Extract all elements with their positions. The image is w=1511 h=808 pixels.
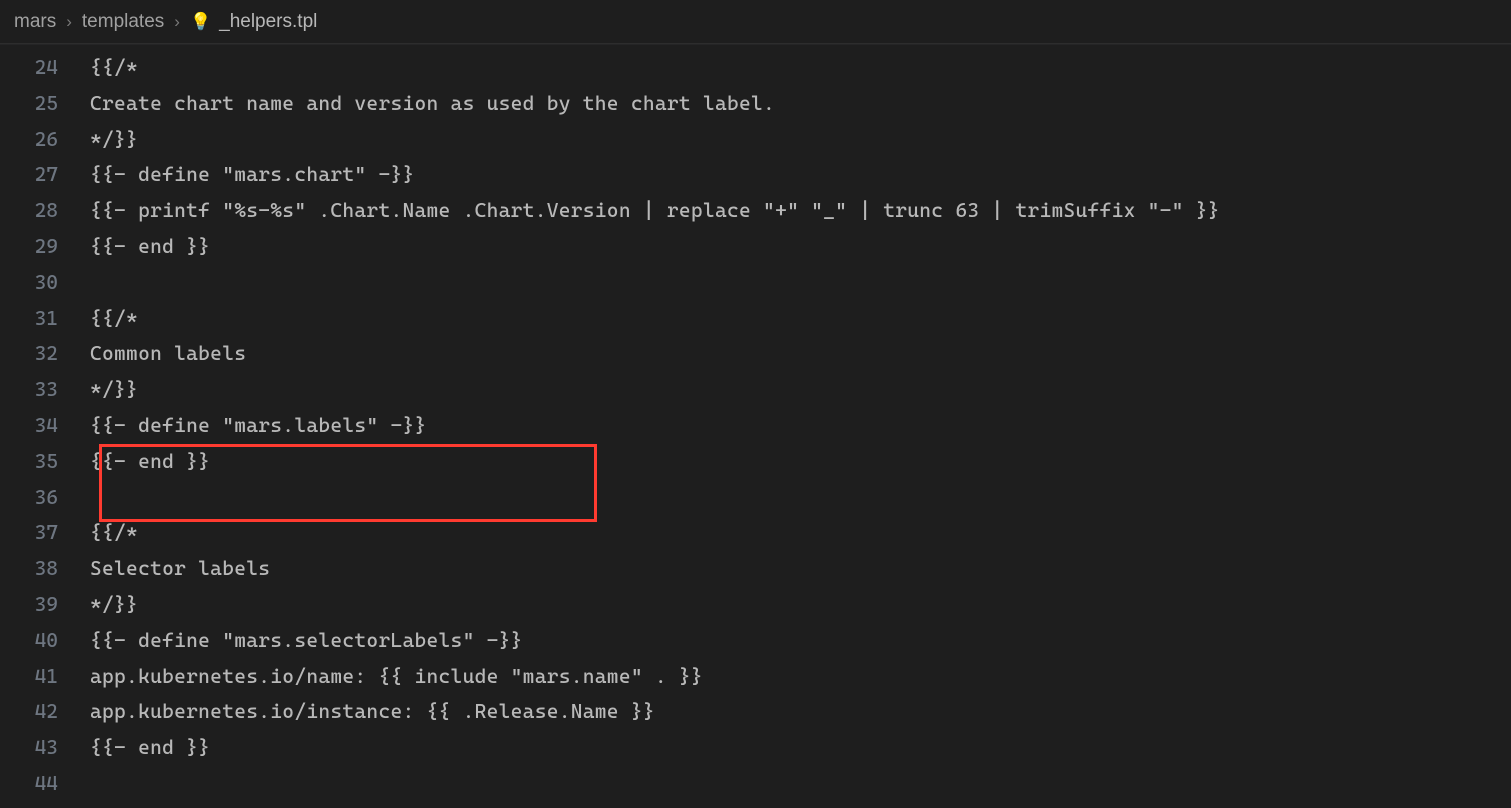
code-line[interactable]: 36: [0, 480, 1511, 516]
code-text[interactable]: {{- printf "%s-%s" .Chart.Name .Chart.Ve…: [90, 193, 1220, 229]
code-line[interactable]: 33*/}}: [0, 372, 1511, 408]
code-line[interactable]: 30: [0, 265, 1511, 301]
code-text[interactable]: app.kubernetes.io/instance: {{ .Release.…: [90, 694, 655, 730]
code-text[interactable]: Selector labels: [90, 551, 270, 587]
line-number: 29: [0, 229, 90, 265]
code-editor[interactable]: 24{{/*25Create chart name and version as…: [0, 44, 1511, 802]
code-line[interactable]: 44: [0, 766, 1511, 802]
code-text[interactable]: */}}: [90, 122, 138, 158]
code-text[interactable]: */}}: [90, 372, 138, 408]
line-number: 25: [0, 86, 90, 122]
code-line[interactable]: 24{{/*: [0, 50, 1511, 86]
code-line[interactable]: 38Selector labels: [0, 551, 1511, 587]
line-number: 27: [0, 157, 90, 193]
code-line[interactable]: 39*/}}: [0, 587, 1511, 623]
line-number: 39: [0, 587, 90, 623]
code-text[interactable]: {{- end }}: [90, 730, 210, 766]
line-number: 41: [0, 659, 90, 695]
line-number: 44: [0, 766, 90, 802]
line-number: 35: [0, 444, 90, 480]
code-line[interactable]: 35{{- end }}: [0, 444, 1511, 480]
code-line[interactable]: 28{{- printf "%s-%s" .Chart.Name .Chart.…: [0, 193, 1511, 229]
code-text[interactable]: app.kubernetes.io/name: {{ include "mars…: [90, 659, 703, 695]
chevron-right-icon: ›: [66, 12, 72, 32]
line-number: 30: [0, 265, 90, 301]
code-text[interactable]: {{- define "mars.chart" -}}: [90, 157, 415, 193]
code-text[interactable]: {{- define "mars.labels" -}}: [90, 408, 427, 444]
breadcrumb-segment[interactable]: templates: [82, 11, 164, 33]
code-text[interactable]: Create chart name and version as used by…: [90, 86, 775, 122]
code-line[interactable]: 34{{- define "mars.labels" -}}: [0, 408, 1511, 444]
code-text[interactable]: {{/*: [90, 515, 138, 551]
line-number: 43: [0, 730, 90, 766]
code-line[interactable]: 31{{/*: [0, 301, 1511, 337]
line-number: 26: [0, 122, 90, 158]
line-number: 42: [0, 694, 90, 730]
line-number: 37: [0, 515, 90, 551]
breadcrumb-filename: _helpers.tpl: [219, 11, 317, 33]
line-number: 33: [0, 372, 90, 408]
lightbulb-icon: 💡: [190, 12, 211, 32]
code-line[interactable]: 37{{/*: [0, 515, 1511, 551]
line-number: 24: [0, 50, 90, 86]
breadcrumb[interactable]: mars › templates › 💡 _helpers.tpl: [0, 0, 1511, 44]
code-line[interactable]: 26*/}}: [0, 122, 1511, 158]
line-number: 32: [0, 336, 90, 372]
chevron-right-icon: ›: [174, 12, 180, 32]
code-line[interactable]: 40{{- define "mars.selectorLabels" -}}: [0, 623, 1511, 659]
code-line[interactable]: 32Common labels: [0, 336, 1511, 372]
code-text[interactable]: {{- define "mars.selectorLabels" -}}: [90, 623, 523, 659]
code-line[interactable]: 27{{- define "mars.chart" -}}: [0, 157, 1511, 193]
code-line[interactable]: 42app.kubernetes.io/instance: {{ .Releas…: [0, 694, 1511, 730]
code-text[interactable]: Common labels: [90, 336, 246, 372]
code-line[interactable]: 25Create chart name and version as used …: [0, 86, 1511, 122]
code-line[interactable]: 43{{- end }}: [0, 730, 1511, 766]
breadcrumb-file[interactable]: 💡 _helpers.tpl: [190, 11, 317, 33]
breadcrumb-segment[interactable]: mars: [14, 11, 56, 33]
code-text[interactable]: {{/*: [90, 50, 138, 86]
line-number: 40: [0, 623, 90, 659]
line-number: 38: [0, 551, 90, 587]
line-number: 31: [0, 301, 90, 337]
line-number: 34: [0, 408, 90, 444]
code-text[interactable]: {{/*: [90, 301, 138, 337]
code-line[interactable]: 29{{- end }}: [0, 229, 1511, 265]
line-number: 28: [0, 193, 90, 229]
code-line[interactable]: 41app.kubernetes.io/name: {{ include "ma…: [0, 659, 1511, 695]
code-text[interactable]: */}}: [90, 587, 138, 623]
code-text[interactable]: {{- end }}: [90, 229, 210, 265]
code-text[interactable]: {{- end }}: [90, 444, 210, 480]
line-number: 36: [0, 480, 90, 516]
